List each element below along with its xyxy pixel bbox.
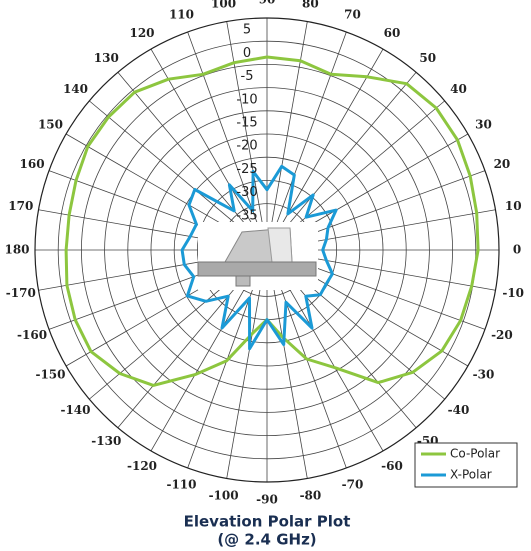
theta-tick-label: -10 [502,286,524,300]
series-line [64,55,480,387]
grid-spoke [266,72,417,251]
theta-tick-label: 0 [513,243,521,257]
legend: Co-Polar X-Polar [414,442,518,488]
theta-tick-label: -30 [473,368,495,382]
theta-tick-label: -70 [342,477,364,491]
theta-tick-label: 150 [38,118,63,132]
outer-ring [34,17,500,483]
theta-tick-label: 20 [494,157,511,171]
theta-tick-label: -160 [17,328,47,342]
theta-tick-label: -140 [60,403,90,417]
r-tick-label: -5 [241,69,254,84]
theta-tick-label: 10 [505,199,522,213]
theta-tick-label: -110 [166,477,196,491]
theta-tick-label: -40 [448,403,470,417]
theta-tick-label: 120 [129,26,154,40]
theta-tick-label: 180 [4,243,29,257]
r-tick-label: -25 [236,162,257,177]
theta-tick-label: -60 [381,459,403,473]
r-tick-label: -30 [236,185,257,200]
grid-spoke [266,31,347,251]
r-tick-label: -15 [236,116,257,131]
theta-tick-label: -120 [127,459,157,473]
theta-tick-label: -90 [256,493,278,507]
theta-tick-label: 60 [384,26,401,40]
chart-subtitle: (@ 2.4 GHz) [217,531,316,549]
theta-tick-label: -150 [35,368,65,382]
theta-tick-label: -130 [91,434,121,448]
grid-spoke [266,48,384,251]
theta-tick-label: 40 [450,82,467,96]
grid-spoke [150,48,268,251]
r-tick-label: -10 [236,92,257,107]
r-tick-label: -20 [236,139,257,154]
grid [35,18,499,482]
theta-tick-label: 140 [63,82,88,96]
theta-tick-label: 80 [302,0,319,10]
legend-label: X-Polar [450,468,492,482]
theta-tick-label: 30 [475,118,492,132]
legend-label: Co-Polar [450,447,500,461]
r-tick-label: 0 [243,46,251,61]
theta-tick-label: -20 [491,328,513,342]
plot-lines [64,55,480,387]
grid-spoke [187,31,268,251]
labels: 50-5-10-15-20-25-30-35010203040506070809… [4,0,524,507]
chart-title: Elevation Polar Plot [184,513,351,531]
theta-tick-label: 110 [169,8,194,22]
antenna-image [197,222,318,290]
legend-box [414,442,518,488]
r-tick-label: -35 [236,208,257,223]
theta-tick-label: 90 [259,0,276,7]
series-line [180,164,338,351]
theta-tick-label: -80 [300,489,322,503]
theta-tick-label: 100 [211,0,236,10]
theta-tick-label: 130 [94,51,119,65]
r-tick-label: 5 [243,23,251,38]
theta-tick-label: -100 [209,489,239,503]
theta-tick-label: 160 [20,157,45,171]
theta-tick-label: 170 [8,199,33,213]
grid-spoke [117,72,268,251]
theta-tick-label: 50 [419,51,436,65]
theta-tick-label: 70 [344,8,361,22]
theta-tick-label: -170 [6,286,36,300]
grid-spoke [226,21,268,251]
